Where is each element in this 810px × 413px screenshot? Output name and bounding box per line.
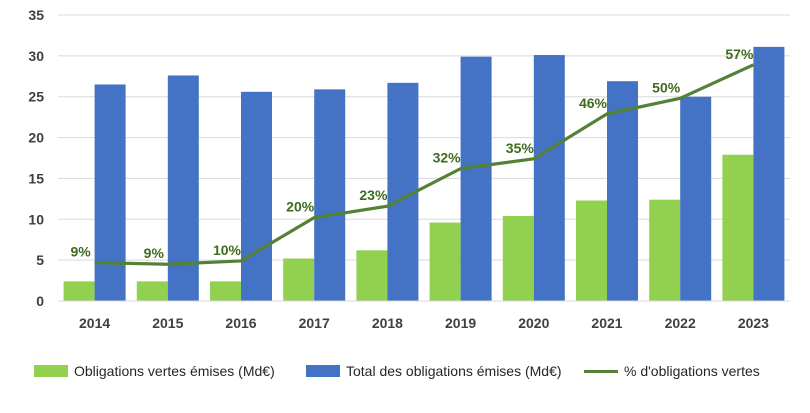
- x-axis-labels: 2014 2015 2016 2017 2018 2019 2020 2021 2022 2023: [79, 315, 769, 331]
- y-tick-label: 10: [28, 211, 44, 227]
- x-tick-label-2023: 2023: [738, 315, 769, 331]
- x-tick-label-2018: 2018: [372, 315, 403, 331]
- bar-total-2014: [94, 84, 126, 301]
- legend-swatch-blue: [306, 365, 340, 377]
- bar-green-2015: [136, 281, 168, 301]
- pct-label-2020: 35%: [506, 140, 535, 156]
- bar-total-2019: [460, 56, 492, 301]
- x-tick-label-2022: 2022: [665, 315, 696, 331]
- bar-total-2023: [753, 46, 785, 301]
- legend-item-green-bonds: Obligations vertes émises (Md€): [34, 363, 275, 379]
- x-tick-label-2020: 2020: [518, 315, 549, 331]
- pct-label-2019: 32%: [433, 150, 462, 166]
- x-tick-label-2016: 2016: [225, 315, 256, 331]
- pct-line: [94, 63, 755, 266]
- bar-green-2023: [722, 154, 754, 301]
- bar-green-2017: [283, 258, 315, 301]
- bar-green-2014: [63, 281, 95, 301]
- x-tick-label-2021: 2021: [591, 315, 622, 331]
- x-tick-label-2014: 2014: [79, 315, 110, 331]
- pct-label-2014: 9%: [70, 244, 91, 260]
- bar-total-2016: [241, 91, 272, 301]
- pct-label-2022: 50%: [652, 79, 681, 95]
- bar-total-2015: [167, 75, 199, 302]
- legend-label-blue: Total des obligations émises (Md€): [346, 363, 562, 379]
- bar-green-2019: [429, 222, 461, 301]
- pct-label-2017: 20%: [286, 199, 315, 215]
- bar-green-2021: [576, 200, 607, 301]
- pct-label-2021: 46%: [579, 95, 608, 111]
- bar-green-2016: [210, 281, 241, 301]
- legend-swatch-green: [34, 365, 68, 377]
- legend-swatch-line: [584, 369, 618, 373]
- bar-total-2020: [533, 55, 565, 301]
- legend-label-line: % d'obligations vertes: [624, 363, 760, 379]
- pct-series-line: [94, 63, 755, 266]
- x-tick-label-2019: 2019: [445, 315, 476, 331]
- pct-labels: 9% 9% 10% 20% 23% 32% 35% 46% 50% 57%: [70, 46, 753, 261]
- legend-item-pct-line: % d'obligations vertes: [584, 363, 760, 379]
- bar-total-2021: [607, 81, 638, 301]
- y-tick-label: 20: [28, 130, 44, 146]
- legend: Obligations vertes émises (Md€) Total de…: [0, 363, 810, 385]
- bars: [63, 46, 785, 302]
- bar-total-2017: [314, 89, 346, 301]
- y-tick-label: 30: [28, 48, 44, 64]
- legend-label-green: Obligations vertes émises (Md€): [74, 363, 275, 379]
- y-tick-label: 15: [28, 170, 44, 186]
- bar-total-2022: [680, 96, 712, 301]
- bar-green-2018: [356, 250, 388, 301]
- bar-green-2022: [649, 199, 681, 301]
- y-tick-label: 0: [36, 293, 44, 309]
- x-tick-label-2017: 2017: [299, 315, 330, 331]
- y-axis-ticks: 0 5 10 15 20 25 30 35: [28, 7, 44, 309]
- bar-green-2020: [502, 216, 534, 301]
- pct-label-2023: 57%: [725, 46, 754, 62]
- x-tick-label-2015: 2015: [152, 315, 183, 331]
- pct-label-2016: 10%: [213, 242, 242, 258]
- y-tick-label: 35: [28, 7, 44, 23]
- pct-label-2015: 9%: [144, 245, 165, 261]
- pct-label-2018: 23%: [359, 187, 388, 203]
- y-tick-label: 25: [28, 89, 44, 105]
- legend-item-total-bonds: Total des obligations émises (Md€): [306, 363, 562, 379]
- y-tick-label: 5: [36, 252, 44, 268]
